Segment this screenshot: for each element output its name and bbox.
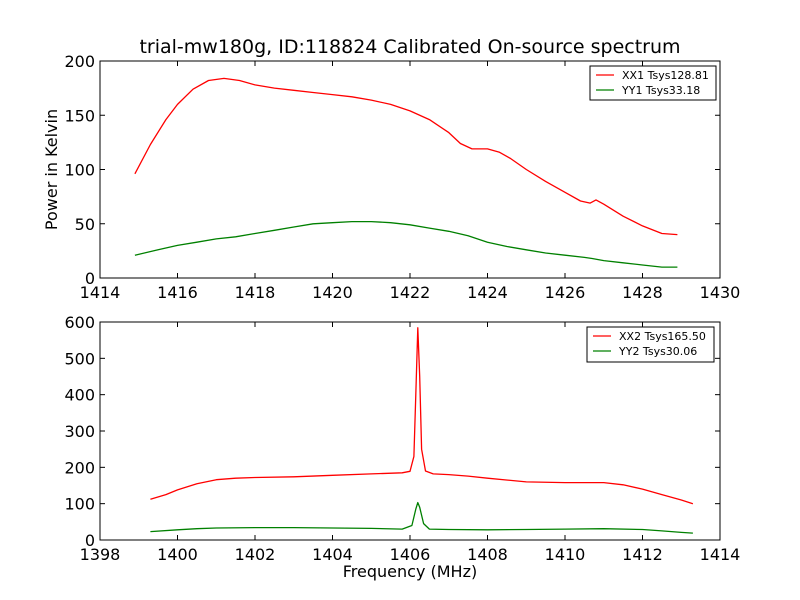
series-line-yy2 — [150, 501, 693, 534]
series-line-xx2 — [150, 327, 694, 505]
y-tick-label: 300 — [64, 422, 95, 441]
x-tick-label: 1402 — [235, 545, 276, 564]
legend: XX1 Tsys128.81 YY1 Tsys33.18 — [589, 65, 717, 101]
y-tick-label: 200 — [64, 458, 95, 477]
bottom-plot: 1398 1400 1402 1404 1406 1408 1410 1412 1414 0 100… — [64, 313, 740, 581]
y-tick-label: 100 — [64, 495, 95, 514]
y-tick-label: 100 — [64, 161, 95, 180]
series-line-yy1 — [134, 220, 678, 268]
y-axis-label: Power in Kelvin — [42, 109, 61, 230]
x-tick-label: 1408 — [467, 545, 508, 564]
y-tick-label: 400 — [64, 386, 95, 405]
y-tick-label: 0 — [85, 269, 95, 288]
x-tick-label: 1414 — [80, 283, 121, 302]
x-tick-label: 1406 — [390, 545, 431, 564]
x-tick-label: 1412 — [622, 545, 663, 564]
y-tick-label: 50 — [75, 215, 95, 234]
x-tick-label: 1422 — [390, 283, 431, 302]
x-tick-label: 1430 — [700, 283, 741, 302]
legend-box — [589, 65, 717, 101]
x-tick-label: 1410 — [545, 545, 586, 564]
x-tick-label: 1398 — [80, 545, 121, 564]
x-tick-label: 1416 — [157, 283, 198, 302]
series-line-xx1 — [134, 77, 678, 236]
chart-title: trial-mw180g, ID:118824 Calibrated On-so… — [139, 36, 680, 58]
legend: XX2 Tsys165.50 YY2 Tsys30.06 — [586, 326, 715, 363]
y-tick-label: 500 — [64, 349, 95, 368]
x-tick-label: 1414 — [700, 545, 741, 564]
legend-entry: YY2 Tsys30.06 — [618, 345, 697, 358]
x-tick-label: 1428 — [622, 283, 663, 302]
x-tick-label: 1426 — [545, 283, 586, 302]
legend-entry: XX2 Tsys165.50 — [619, 330, 706, 343]
y-tick-label: 200 — [64, 52, 95, 71]
top-plot: 1414 1416 1418 1420 1422 1424 1426 1428 1430 0 50 1… — [42, 52, 740, 302]
y-tick-label: 150 — [64, 106, 95, 125]
legend-entry: YY1 Tsys33.18 — [621, 84, 700, 97]
x-tick-label: 1400 — [157, 545, 198, 564]
x-tick-label: 1424 — [467, 283, 508, 302]
legend-box — [586, 326, 715, 363]
x-tick-label: 1404 — [312, 545, 353, 564]
y-tick-label: 600 — [64, 313, 95, 332]
x-tick-label: 1420 — [312, 283, 353, 302]
legend-entry: XX1 Tsys128.81 — [622, 69, 709, 82]
y-tick-label: 0 — [85, 531, 95, 550]
x-axis-label: Frequency (MHz) — [343, 562, 477, 581]
x-tick-label: 1418 — [235, 283, 276, 302]
